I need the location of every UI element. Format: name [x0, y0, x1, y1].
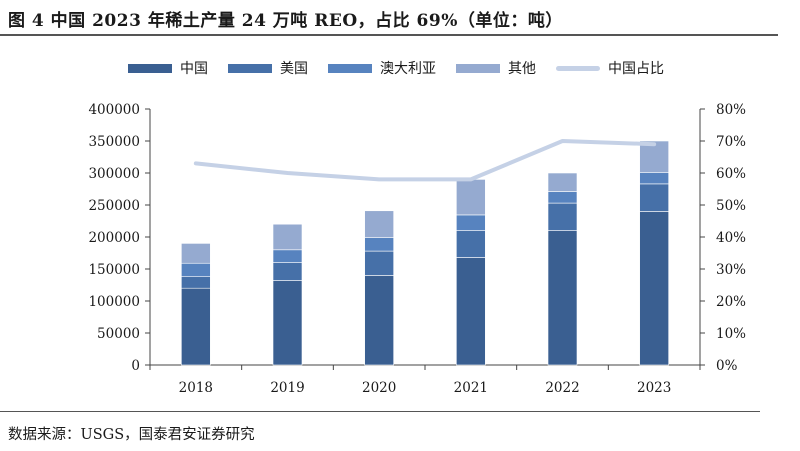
y-right-tick-label: 80%: [716, 102, 746, 118]
bar-china-2019: [272, 280, 303, 366]
bar-other-2019: [272, 223, 303, 251]
x-tick-label: 2019: [270, 380, 304, 396]
y-left-tick-label: 250000: [88, 198, 140, 214]
legend-label-other: 其他: [508, 61, 536, 77]
legend-item-other: 其他: [456, 58, 536, 78]
source-note: 数据来源：USGS，国泰君安证券研究: [8, 427, 255, 443]
y-right-tick-label: 60%: [716, 166, 746, 182]
figure-title: 图 4 中国 2023 年稀土产量 24 万吨 REO，占比 69%（单位：吨）: [8, 11, 563, 31]
y-right-tick-label: 20%: [716, 294, 746, 310]
legend-item-china: 中国: [128, 58, 208, 78]
legend-swatch-usa: [228, 63, 272, 73]
x-tick-label: 2018: [179, 380, 213, 396]
bar-other-2021: [456, 179, 486, 216]
legend-label-china: 中国: [180, 61, 208, 77]
bar-australia-2020: [364, 237, 394, 252]
y-left-tick-label: 400000: [88, 102, 140, 118]
x-tick-label: 2022: [545, 380, 579, 396]
legend-swatch-china: [128, 63, 172, 73]
y-left-tick-label: 300000: [88, 166, 140, 182]
bar-china-2018: [181, 287, 211, 366]
y-left-tick-label: 200000: [88, 230, 140, 246]
legend-label-usa: 美国: [280, 61, 308, 77]
source-rule: [0, 411, 760, 412]
y-right-tick-label: 10%: [716, 326, 746, 342]
bar-usa-2022: [547, 202, 578, 231]
bar-australia-2019: [272, 249, 303, 263]
y-right-tick-label: 0%: [716, 358, 738, 374]
y-right-tick-label: 70%: [716, 134, 746, 150]
bar-other-2018: [181, 243, 211, 264]
bar-australia-2021: [456, 214, 486, 231]
x-tick-label: 2023: [637, 380, 671, 396]
bar-china-2021: [456, 257, 486, 366]
y-left-tick-label: 350000: [88, 134, 140, 150]
bar-usa-2019: [272, 262, 303, 281]
bar-other-2020: [364, 210, 394, 238]
title-rule: [0, 34, 778, 36]
legend-label-australia: 澳大利亚: [380, 61, 436, 77]
bar-usa-2023: [639, 183, 669, 212]
y-right-tick-label: 30%: [716, 262, 746, 278]
legend-swatch-other: [456, 63, 500, 73]
y-right-tick-label: 50%: [716, 198, 746, 214]
bar-china-2022: [547, 230, 578, 366]
bar-usa-2020: [364, 250, 394, 276]
y-right-tick-label: 40%: [716, 230, 746, 246]
bar-usa-2018: [181, 276, 211, 289]
legend-item-usa: 美国: [228, 58, 308, 78]
y-left-tick-label: 100000: [88, 294, 140, 310]
x-tick-label: 2020: [362, 380, 396, 396]
bar-china-2020: [364, 275, 394, 366]
bar-other-2023: [639, 140, 669, 173]
legend-label-china-share: 中国占比: [608, 61, 664, 77]
bar-china-2023: [639, 211, 669, 366]
legend-item-china-share: 中国占比: [556, 58, 664, 78]
chart-legend: 中国 美国 澳大利亚 其他 中国占比: [128, 58, 684, 78]
legend-item-australia: 澳大利亚: [328, 58, 436, 78]
y-left-tick-label: 50000: [97, 326, 140, 342]
legend-swatch-australia: [328, 63, 372, 73]
legend-line-china-share: [556, 65, 600, 71]
y-left-tick-label: 150000: [88, 262, 140, 278]
bar-other-2022: [547, 172, 578, 192]
bar-australia-2023: [639, 172, 669, 185]
bar-australia-2022: [547, 191, 578, 204]
bar-usa-2021: [456, 230, 486, 258]
y-left-tick-label: 0: [131, 358, 140, 374]
x-tick-label: 2021: [454, 380, 488, 396]
bar-australia-2018: [181, 262, 211, 277]
line-china-share: [193, 139, 657, 182]
